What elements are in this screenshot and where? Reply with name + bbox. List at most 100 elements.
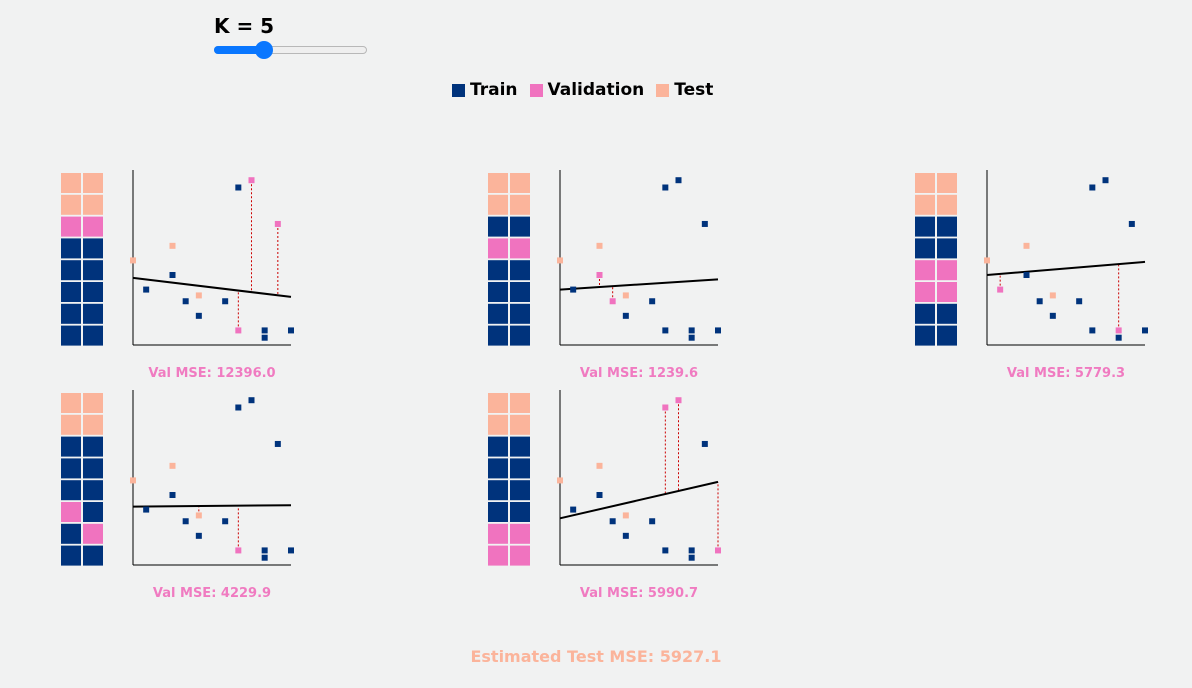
data-point-train: [570, 286, 577, 293]
fold-panel-2: Val MSE: 1239.6: [485, 170, 745, 385]
data-point-validation: [596, 272, 603, 278]
data-point-validation: [235, 547, 242, 554]
fit-line: [132, 504, 292, 508]
data-point-train: [1036, 298, 1043, 305]
fold-block-test: [915, 173, 935, 193]
fold-block-train: [937, 216, 957, 237]
fold-block-train: [488, 502, 508, 522]
val-mse-label: Val MSE: 4229.9: [152, 586, 272, 601]
fit-line: [986, 260, 1146, 276]
fold-chart-3: [915, 170, 1148, 346]
fold-block-train: [488, 216, 508, 237]
data-point-train: [596, 492, 603, 498]
fold-block-train: [488, 325, 508, 346]
fold-block-train: [510, 458, 530, 479]
fold-block-val: [488, 545, 508, 566]
fold-chart-5: [488, 390, 721, 566]
data-point-test: [169, 242, 176, 249]
fold-block-val: [937, 260, 957, 281]
data-point-test: [1023, 242, 1030, 249]
legend-item-train: Train: [452, 80, 518, 100]
data-point-train: [195, 532, 202, 539]
data-point-train: [688, 547, 695, 554]
estimated-test-mse: Estimated Test MSE: 5927.1: [470, 647, 722, 666]
data-point-test: [195, 292, 202, 299]
data-point-train: [182, 518, 189, 525]
fold-block-val: [488, 238, 508, 259]
fold-block-train: [61, 260, 81, 281]
data-point-train: [169, 272, 176, 278]
data-point-train: [1023, 272, 1030, 278]
data-point-test: [130, 257, 136, 264]
data-point-train: [222, 298, 229, 305]
data-point-train: [675, 177, 682, 184]
data-point-test: [130, 477, 136, 484]
data-point-train: [1142, 327, 1148, 334]
fold-block-train: [83, 282, 103, 302]
fold-chart-2: [488, 170, 721, 346]
legend-swatch-train: [452, 83, 465, 97]
data-point-train: [715, 327, 721, 334]
data-point-train: [1089, 184, 1096, 191]
data-point-test: [984, 257, 990, 264]
fold-block-train: [915, 303, 935, 324]
data-point-validation: [274, 220, 281, 227]
fit-line: [132, 276, 292, 298]
slider-fill: [214, 46, 264, 54]
data-point-train: [288, 327, 294, 334]
data-point-train: [662, 184, 669, 191]
data-point-validation: [675, 397, 682, 404]
fold-block-train: [83, 480, 103, 501]
data-point-train: [222, 518, 229, 525]
fold-block-train: [510, 325, 530, 346]
data-point-train: [649, 518, 656, 525]
fold-block-test: [488, 414, 508, 435]
legend: Train Validation Test: [452, 80, 725, 100]
fold-block-val: [510, 238, 530, 259]
fit-line: [559, 480, 719, 520]
data-point-train: [1115, 334, 1122, 341]
fold-block-val: [488, 523, 508, 544]
data-point-train: [1102, 177, 1109, 184]
legend-label-train: Train: [470, 80, 518, 100]
fold-block-train: [61, 523, 81, 544]
fold-panel-5: Val MSE: 5990.7: [485, 390, 745, 605]
data-point-train: [261, 554, 268, 561]
data-point-test: [169, 462, 176, 469]
val-mse-label: Val MSE: 12396.0: [148, 366, 276, 381]
data-point-train: [274, 440, 281, 447]
data-point-test: [622, 512, 629, 519]
data-point-train: [662, 327, 669, 334]
fold-block-train: [83, 260, 103, 281]
fold-block-test: [510, 194, 530, 215]
fold-block-test: [937, 173, 957, 193]
fold-block-test: [488, 393, 508, 413]
fold-block-train: [488, 458, 508, 479]
k-slider[interactable]: [214, 41, 367, 59]
data-point-validation: [235, 327, 242, 334]
data-point-validation: [248, 177, 255, 184]
fold-block-val: [510, 545, 530, 566]
fold-block-val: [915, 260, 935, 281]
fold-block-train: [510, 436, 530, 457]
slider-thumb[interactable]: [255, 41, 273, 59]
data-point-train: [1089, 327, 1096, 334]
data-point-validation: [609, 298, 616, 305]
fold-block-train: [61, 325, 81, 346]
data-point-train: [143, 506, 150, 513]
legend-swatch-validation: [529, 83, 543, 97]
fold-block-train: [915, 238, 935, 259]
fold-block-train: [488, 282, 508, 302]
data-point-train: [261, 547, 268, 554]
data-point-train: [609, 518, 616, 525]
k-title: K = 5: [214, 14, 275, 38]
fold-block-train: [61, 436, 81, 457]
fold-block-test: [83, 414, 103, 435]
fold-block-val: [937, 282, 957, 302]
fold-block-train: [61, 303, 81, 324]
fold-block-train: [510, 282, 530, 302]
data-point-train: [701, 440, 708, 447]
fold-block-train: [83, 325, 103, 346]
fit-line: [559, 278, 719, 291]
data-point-train: [570, 506, 577, 513]
